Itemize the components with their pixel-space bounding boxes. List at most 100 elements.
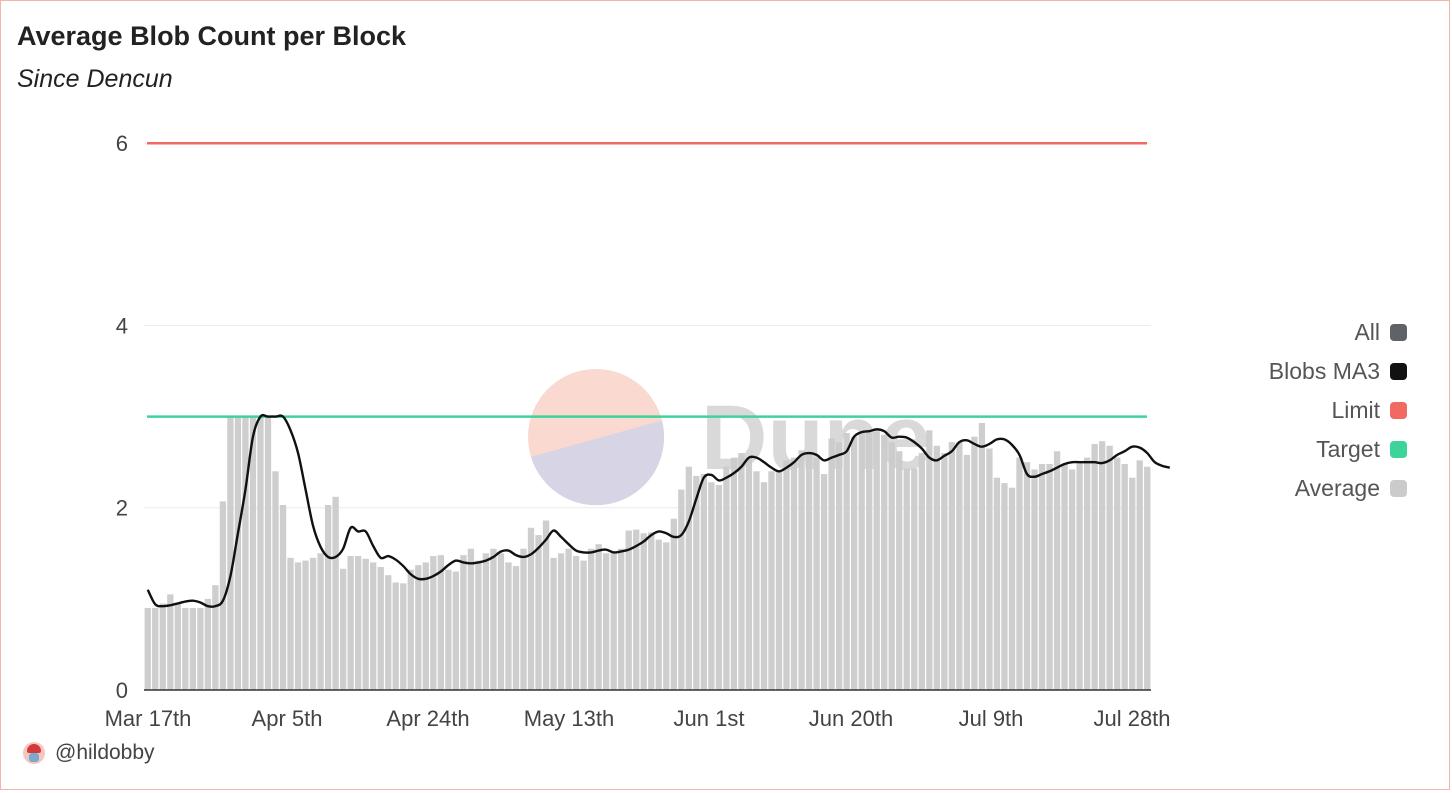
bar bbox=[1053, 451, 1061, 690]
x-tick-label: Apr 24th bbox=[386, 706, 469, 731]
chart-subtitle: Since Dencun bbox=[17, 65, 173, 93]
bar bbox=[505, 562, 512, 690]
bar bbox=[978, 422, 986, 690]
bar bbox=[452, 571, 460, 690]
bar bbox=[896, 451, 903, 690]
bar bbox=[557, 553, 565, 690]
chart-title: Average Blob Count per Block bbox=[17, 21, 407, 51]
bar bbox=[813, 457, 820, 690]
x-tick-label: Apr 5th bbox=[252, 706, 323, 731]
bar bbox=[610, 551, 617, 690]
bar bbox=[926, 430, 933, 690]
bar bbox=[700, 474, 708, 690]
bar bbox=[204, 598, 212, 690]
bar bbox=[745, 457, 753, 690]
y-tick-label: 0 bbox=[116, 678, 128, 703]
bar bbox=[873, 431, 880, 690]
bar bbox=[1106, 445, 1113, 690]
avatar-icon bbox=[23, 742, 45, 764]
bar bbox=[234, 416, 242, 690]
bar bbox=[1121, 464, 1128, 690]
bar bbox=[820, 474, 828, 690]
bar bbox=[550, 557, 557, 690]
legend-label: Average bbox=[1294, 475, 1380, 501]
bar bbox=[159, 603, 166, 690]
watermark-logo-half bbox=[531, 420, 665, 506]
bar bbox=[685, 466, 692, 690]
bar bbox=[708, 482, 715, 690]
bar bbox=[347, 556, 354, 690]
legend-label: All bbox=[1354, 319, 1380, 345]
author-credit[interactable]: @hildobby bbox=[23, 741, 155, 765]
bar bbox=[1038, 464, 1046, 690]
bar bbox=[881, 434, 888, 690]
x-tick-label: Jul 9th bbox=[959, 706, 1024, 731]
bar bbox=[535, 535, 542, 690]
bar bbox=[339, 568, 347, 690]
bar bbox=[227, 416, 234, 690]
bar bbox=[355, 556, 362, 690]
bar bbox=[144, 607, 151, 690]
bar bbox=[407, 569, 414, 690]
bar bbox=[753, 471, 760, 690]
legend-label: Limit bbox=[1331, 397, 1380, 423]
bar bbox=[264, 416, 272, 690]
bar bbox=[858, 433, 865, 690]
bar bbox=[324, 505, 332, 690]
bar bbox=[911, 468, 918, 690]
bar bbox=[294, 562, 302, 690]
bar bbox=[475, 560, 482, 690]
bar bbox=[648, 532, 655, 690]
bar bbox=[670, 518, 677, 690]
bar bbox=[385, 575, 392, 690]
bar bbox=[1136, 460, 1143, 690]
bar bbox=[903, 468, 910, 690]
bar bbox=[272, 471, 279, 690]
bar bbox=[730, 457, 738, 690]
x-tick-label: Jul 28th bbox=[1093, 706, 1170, 731]
bar bbox=[618, 548, 625, 690]
bar bbox=[182, 607, 189, 690]
bar bbox=[1114, 457, 1121, 690]
legend-item-limit[interactable]: Limit bbox=[1269, 391, 1407, 430]
bar bbox=[948, 442, 956, 690]
bar bbox=[760, 482, 768, 690]
bar bbox=[219, 501, 227, 690]
bar bbox=[1016, 457, 1023, 690]
legend-swatch bbox=[1390, 441, 1407, 458]
reference-lines bbox=[147, 141, 1147, 418]
bar bbox=[287, 557, 294, 690]
bar bbox=[212, 585, 219, 690]
bar bbox=[678, 489, 685, 690]
bar bbox=[370, 562, 377, 690]
bar bbox=[490, 548, 497, 690]
legend-item-average[interactable]: Average bbox=[1269, 469, 1407, 508]
bar bbox=[1061, 464, 1068, 690]
bar bbox=[986, 448, 993, 690]
legend-item-target[interactable]: Target bbox=[1269, 430, 1407, 469]
bar bbox=[430, 556, 437, 690]
bar bbox=[362, 558, 369, 690]
bar bbox=[866, 430, 873, 690]
x-tick-label: May 13th bbox=[524, 706, 615, 731]
bar bbox=[993, 477, 1001, 690]
bar bbox=[460, 555, 467, 690]
bar bbox=[580, 560, 587, 690]
bar bbox=[603, 553, 610, 690]
bar bbox=[302, 560, 309, 690]
bar bbox=[1144, 466, 1151, 690]
bar bbox=[971, 436, 978, 690]
bar bbox=[309, 557, 317, 690]
bar bbox=[392, 582, 399, 690]
bar bbox=[400, 583, 407, 690]
bar bbox=[587, 548, 595, 690]
y-tick-label: 4 bbox=[116, 313, 128, 338]
legend-item-blobs-ma3[interactable]: Blobs MA3 bbox=[1269, 352, 1407, 391]
legend-item-all[interactable]: All bbox=[1269, 313, 1407, 352]
bar bbox=[152, 607, 159, 690]
bar bbox=[242, 416, 249, 690]
chart-legend: All Blobs MA3 Limit Target Average bbox=[1269, 313, 1407, 508]
y-tick-label: 6 bbox=[116, 131, 128, 156]
bar bbox=[572, 556, 580, 690]
